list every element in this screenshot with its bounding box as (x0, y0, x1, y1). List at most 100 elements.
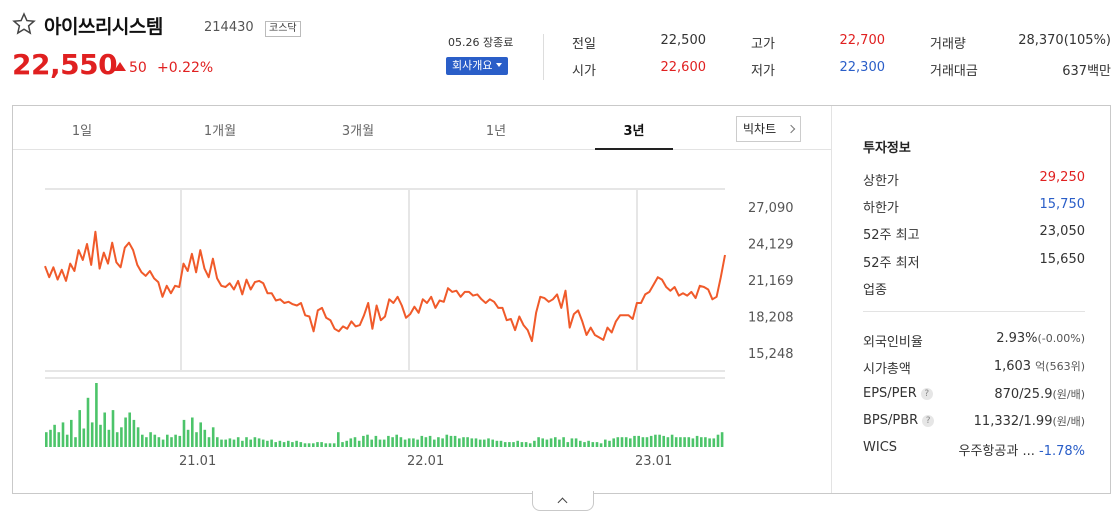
volume-bar (82, 428, 86, 447)
volume-bar (49, 429, 52, 447)
volume-bar (124, 417, 127, 447)
info-label: 상한가 (863, 174, 899, 189)
volume-bar (679, 437, 682, 447)
volume-bar (407, 438, 411, 447)
company-overview-label: 회사개요 (452, 59, 493, 72)
volume-value: 28,370(105%) (1018, 33, 1111, 48)
tab-1m[interactable]: 1개월 (203, 124, 237, 139)
volume-bar (537, 437, 540, 447)
collapse-button[interactable] (532, 491, 594, 511)
info-value: 11,332/1.99(원/배) (974, 413, 1085, 429)
info-unit: (원/배) (1052, 388, 1085, 401)
volume-bar (666, 437, 670, 447)
info-row-upper-limit: 상한가 29,250 (863, 170, 1086, 189)
volume-bar (120, 427, 123, 447)
price-line (44, 230, 726, 343)
volume-bar (533, 440, 536, 447)
volume-bar (558, 439, 561, 447)
info-label-text: BPS/PBR (863, 413, 919, 428)
info-row-52w-low: 52주 최저 15,650 (863, 252, 1085, 271)
volume-bar (195, 432, 198, 447)
info-row-industry: 업종 (863, 279, 1085, 298)
volume-bar (508, 442, 511, 447)
volume-bar (307, 443, 311, 447)
volume-bar (161, 439, 165, 447)
active-tab-indicator (595, 148, 673, 150)
volume-bar (374, 435, 378, 447)
volume-bar (207, 437, 211, 447)
volume-bar (90, 422, 94, 447)
volume-bar (462, 437, 465, 447)
volume-bar (520, 442, 524, 447)
volume-bar (191, 417, 194, 447)
volume-bar (566, 442, 570, 447)
help-icon[interactable]: ? (922, 415, 935, 427)
volume-bar (595, 442, 599, 447)
volume-bar (633, 435, 636, 447)
x-tick-label: 21.01 (179, 454, 216, 469)
volume-bar (695, 435, 699, 447)
volume-bar (416, 439, 419, 447)
low-label: 저가 (751, 64, 775, 79)
volume-bar (249, 439, 252, 447)
volume-bar (86, 397, 90, 447)
high-value: 22,700 (839, 33, 886, 48)
chart-panel: 1일 1개월 3개월 1년 3년 빅차트 27,090 24,129 21,169 1… (12, 105, 1111, 494)
up-triangle-icon (114, 62, 126, 71)
amount-label: 거래대금 (930, 64, 978, 79)
help-icon[interactable]: ? (920, 388, 933, 400)
volume-bar (554, 437, 557, 447)
volume-bar (236, 437, 240, 447)
volume-bar (503, 442, 507, 447)
volume-bar (337, 432, 340, 447)
stock-header: 아이쓰리시스템 214430 코스닥 22,550 50 +0.22% 05.2… (0, 0, 1119, 100)
price-chart[interactable]: 27,090 24,129 21,169 18,208 15,248 21.01 22.01… (13, 151, 831, 495)
volume-bar (470, 438, 474, 447)
volume-bar (458, 438, 461, 447)
volume-bar (524, 442, 528, 447)
volume-bar (645, 437, 649, 447)
volume-bar (624, 437, 628, 447)
volume-bar (274, 442, 277, 447)
volume-bar (720, 432, 724, 447)
volume-bar (145, 437, 148, 447)
divider (863, 311, 1085, 312)
invest-info-title: 투자정보 (863, 141, 911, 156)
info-value: 29,250 (1039, 170, 1086, 185)
info-value: 15,750 (1039, 197, 1086, 212)
tab-3y[interactable]: 3년 (623, 124, 645, 139)
tab-1d[interactable]: 1일 (71, 124, 93, 139)
star-icon[interactable] (12, 12, 36, 36)
company-overview-button[interactable]: 회사개요 (446, 57, 509, 75)
info-label: 업종 (863, 283, 887, 298)
volume-bar (157, 437, 161, 447)
info-unit: (원/배) (1052, 415, 1085, 428)
volume-bar (291, 442, 294, 447)
period-tabs: 1일 1개월 3개월 1년 3년 빅차트 (13, 106, 831, 150)
volume-bar (641, 437, 645, 447)
volume-bar (420, 435, 424, 447)
info-unit: (-0.00%) (1037, 332, 1086, 345)
volume-bar (382, 439, 386, 447)
info-row-market-cap: 시가총액 1,603 억(563위) (863, 358, 1085, 377)
volume-bar (57, 432, 61, 447)
volume-bar (282, 442, 286, 447)
volume-bar (174, 434, 177, 447)
volume-bar (608, 440, 611, 447)
volume-bar (516, 440, 519, 447)
volume-bar (357, 440, 361, 447)
tab-3m[interactable]: 3개월 (341, 124, 375, 139)
wics-sector-link[interactable]: 우주항공과 ... (958, 444, 1035, 459)
tab-1y[interactable]: 1년 (485, 124, 507, 139)
bigchart-button[interactable]: 빅차트 (736, 116, 801, 142)
info-value-main: 870/25.9 (994, 387, 1053, 402)
volume-bar (136, 427, 140, 447)
info-label: WICS (863, 440, 898, 455)
y-tick-label: 21,169 (748, 274, 794, 289)
volume-bar (474, 438, 478, 447)
invest-info-panel: 투자정보 상한가 29,250 하한가 15,750 52주 최고 23,050… (831, 106, 1111, 493)
info-value: 1,603 억(563위) (994, 358, 1085, 374)
prev-close-label: 전일 (572, 37, 596, 52)
info-row-eps-per: EPS/PER? 870/25.9(원/배) (863, 386, 1085, 404)
volume-label: 거래량 (930, 37, 966, 52)
